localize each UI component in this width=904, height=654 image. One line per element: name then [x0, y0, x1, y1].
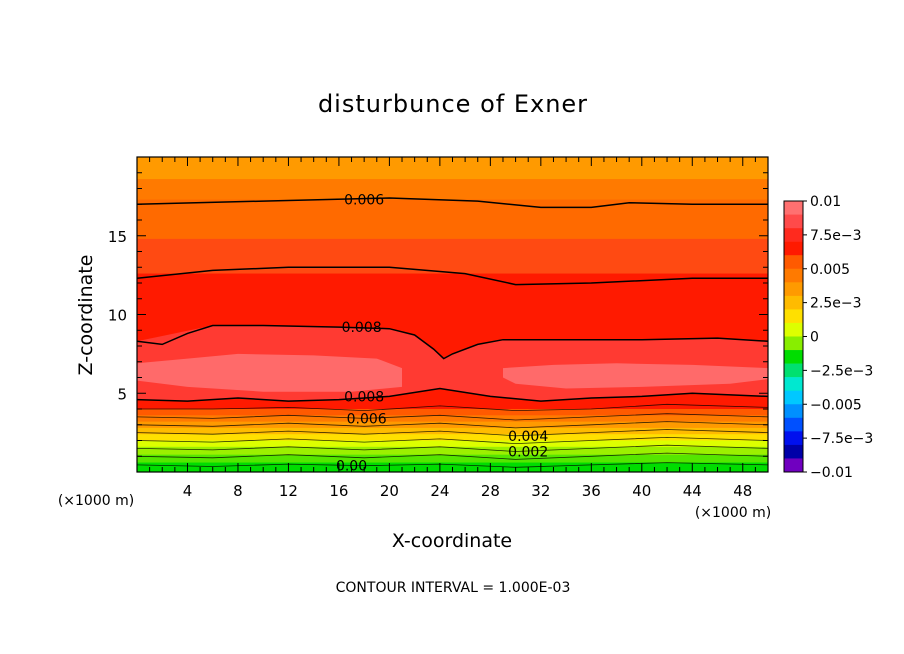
y-tick-label: 10: [108, 307, 127, 325]
x-tick-label: 8: [233, 482, 243, 500]
contour-band-6: [137, 415, 768, 423]
contour-band-7: [137, 421, 768, 429]
x-unit-left: (×1000 m): [58, 493, 134, 509]
x-tick-label: 16: [329, 482, 348, 500]
contour-line-5: [137, 413, 768, 421]
x-tick-label: 36: [582, 482, 601, 500]
colorbar-segment: [784, 417, 803, 432]
contour-label-3: 0.006: [347, 411, 387, 427]
colorbar-segment: [784, 390, 803, 405]
contour-region-max-0: [137, 353, 402, 392]
contour-band-12: [137, 454, 768, 464]
colorbar-label: −0.01: [810, 465, 853, 481]
colorbar-label: −7.5e−3: [810, 431, 873, 447]
contour-band-1: [137, 179, 768, 201]
contour-line-0: [137, 197, 768, 209]
colorbar-segment: [784, 377, 803, 391]
colorbar-segment: [784, 228, 803, 242]
x-axis-label: X-coordinate: [392, 530, 512, 552]
x-tick-label: 12: [279, 482, 298, 500]
contour-label-2: 0.008: [344, 389, 384, 405]
contour-line-4: [137, 403, 768, 412]
contour-line-1: [137, 266, 768, 286]
colorbar-segment: [784, 295, 803, 310]
colorbar-segment: [784, 431, 803, 446]
contour-line-2: [137, 324, 768, 360]
colorbar-segment: [784, 322, 803, 337]
colorbar-label: −2.5e−3: [810, 363, 873, 379]
contour-region-max-1: [503, 363, 768, 389]
x-tick-label: 4: [183, 482, 193, 500]
x-tick-label: 48: [733, 482, 752, 500]
contour-label-0: 0.006: [344, 193, 384, 209]
contour-line-9: [137, 444, 768, 452]
x-tick-label: 24: [430, 482, 449, 500]
colorbar-segment: [784, 336, 803, 351]
colorbar-segment: [784, 214, 803, 229]
x-tick-label: 28: [481, 482, 500, 500]
colorbar-segment: [784, 444, 803, 459]
contour-label-6: 0.00: [336, 459, 367, 475]
colorbar-label: 2.5e−3: [810, 296, 862, 312]
contour-line-10: [137, 452, 768, 460]
x-tick-label: 20: [380, 482, 399, 500]
contour-band-10: [137, 440, 768, 448]
contour-band-11: [137, 446, 768, 456]
contour-interval-note: CONTOUR INTERVAL = 1.000E-03: [336, 580, 571, 596]
colorbar-segment: [784, 255, 803, 270]
colorbar-segment: [784, 350, 803, 364]
colorbar-segment: [784, 268, 803, 283]
colorbar-segment: [784, 201, 803, 215]
contour-band-2: [137, 199, 768, 240]
contour-line-6: [137, 421, 768, 429]
contour-band-0: [137, 157, 768, 180]
colorbar-label: −0.005: [810, 397, 862, 413]
contour-line-7: [137, 429, 768, 437]
colorbar-segment: [784, 241, 803, 256]
colorbar-label: 0.005: [810, 262, 850, 278]
contour-label-5: 0.002: [508, 445, 548, 461]
colorbar-segment: [784, 458, 803, 473]
x-unit-right: (×1000 m): [695, 505, 771, 521]
x-tick-label: 32: [531, 482, 550, 500]
contour-band-8: [137, 427, 768, 435]
y-axis-label: Z-coordinate: [75, 255, 97, 376]
contour-line-3: [137, 387, 768, 402]
colorbar-segment: [784, 363, 803, 378]
colorbar: 0.01 7.5e−3 0.005 2.5e−3 0 −2.5e−3 −0.005 −7.5e…: [783, 194, 873, 481]
x-tick-label: 44: [683, 482, 702, 500]
x-tick-label: 40: [632, 482, 651, 500]
colorbar-segment: [784, 282, 803, 297]
colorbar-segment: [784, 309, 803, 324]
contour-band-3: [137, 238, 768, 275]
contour-band-5: [137, 409, 768, 416]
colorbar-label: 7.5e−3: [810, 228, 862, 244]
colorbar-segment: [784, 404, 803, 419]
chart-title: disturbunce of Exner: [318, 90, 588, 118]
contour-band-9: [137, 434, 768, 441]
contour-label-1: 0.008: [342, 320, 382, 336]
colorbar-label: 0.01: [810, 194, 841, 210]
y-tick-label: 15: [108, 228, 127, 246]
contour-label-4: 0.004: [508, 429, 548, 445]
contour-line-8: [137, 436, 768, 445]
colorbar-label: 0: [810, 330, 819, 346]
y-tick-label: 5: [117, 385, 127, 403]
